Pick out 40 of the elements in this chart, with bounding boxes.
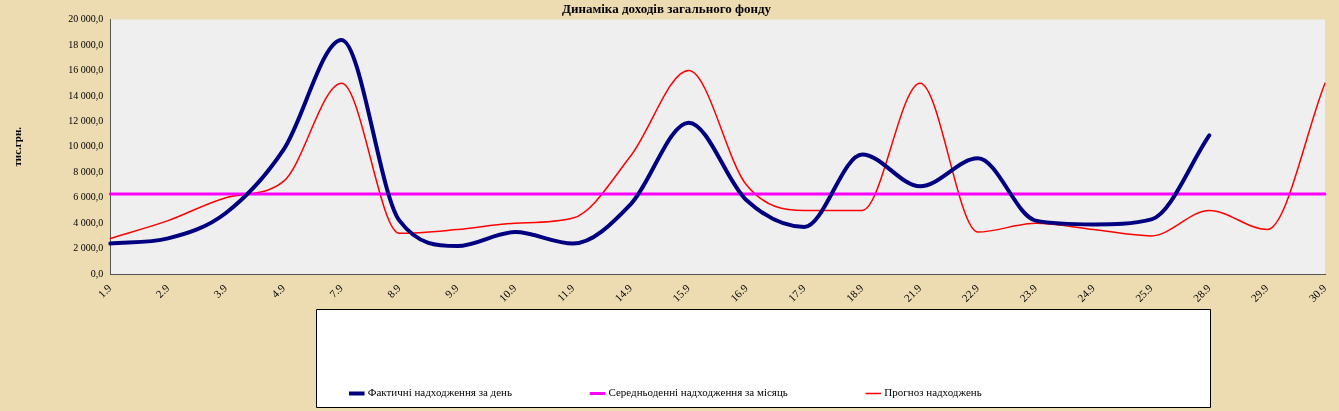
x-tick-label: 9.9 <box>442 281 462 300</box>
x-tick-label: 23.9 <box>1017 281 1040 304</box>
y-tick-label: 4 000,0 <box>73 216 104 228</box>
legend-label: Фактичні надходження за день <box>367 386 512 399</box>
x-tick-label: 25.9 <box>1132 281 1156 304</box>
chart-title: Динаміка доходів загального фонду <box>561 1 772 17</box>
line-series <box>109 69 1326 240</box>
x-tick-label: 28.9 <box>1190 281 1214 304</box>
x-tick-label: 22.9 <box>959 281 982 304</box>
x-tick-label: 4.9 <box>268 281 288 300</box>
y-tick-label: 6 000,0 <box>73 191 104 203</box>
y-tick-label: 2 000,0 <box>73 242 104 254</box>
x-tick-label: 3.9 <box>211 281 230 300</box>
x-tick-label: 16.9 <box>727 281 751 304</box>
x-tick-label: 21.9 <box>901 281 924 304</box>
legend-label: Середньоденні надходження за місяць <box>608 386 788 399</box>
y-tick-label: 12 000,0 <box>68 115 104 127</box>
x-tick-label: 2.9 <box>153 281 172 300</box>
x-tick-label: 8.9 <box>384 281 404 300</box>
x-tick-label: 24.9 <box>1074 281 1098 304</box>
x-tick-label: 18.9 <box>843 281 867 304</box>
y-tick-label: 16 000,0 <box>68 64 104 76</box>
y-tick-label: 18 000,0 <box>68 38 104 50</box>
x-tick-label: 30.9 <box>1306 281 1329 304</box>
y-tick-label: 20 000,0 <box>68 13 104 25</box>
x-tick-label: 14.9 <box>612 281 635 304</box>
legend-label: Прогноз надходжень <box>884 386 982 399</box>
x-tick-label: 10.9 <box>496 281 519 304</box>
x-tick-label: 15.9 <box>670 281 693 304</box>
y-tick-label: 0,0 <box>90 267 104 279</box>
x-tick-label: 17.9 <box>785 281 809 304</box>
y-tick-label: 8 000,0 <box>73 165 104 177</box>
x-tick-label: 7.9 <box>326 281 346 300</box>
x-tick-label: 11.9 <box>554 281 577 304</box>
y-axis-title: тис.грн. <box>11 126 24 167</box>
x-tick-label: 29.9 <box>1248 281 1271 304</box>
line-series <box>108 37 1212 249</box>
x-tick-label: 1.9 <box>95 281 115 300</box>
y-tick-label: 10 000,0 <box>68 140 104 152</box>
y-tick-label: 14 000,0 <box>68 89 104 101</box>
